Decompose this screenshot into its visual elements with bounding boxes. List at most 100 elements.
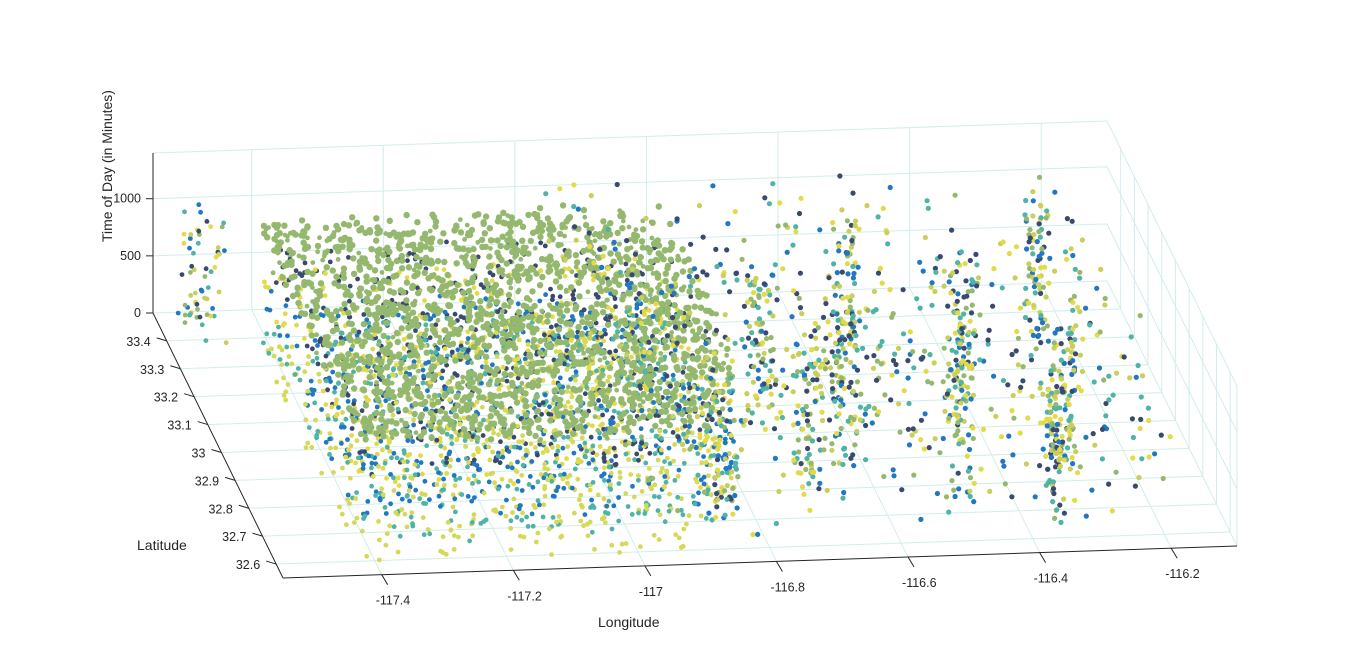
data-point [708,404,715,412]
data-point [504,378,510,384]
data-point [616,255,624,262]
data-point [655,361,661,366]
data-point [418,419,424,425]
data-point [495,309,501,315]
data-point [893,361,899,368]
data-point [848,359,854,366]
data-point [500,504,505,510]
data-point [602,355,608,361]
data-point [1064,445,1071,451]
data-point [421,373,426,379]
data-point [273,224,280,231]
data-point [576,497,582,503]
data-point [508,461,514,467]
data-point [1013,348,1019,354]
data-point [819,409,825,415]
data-point [713,327,720,333]
data-point [488,246,493,251]
data-point [289,361,295,367]
data-point [676,403,682,409]
data-point [384,380,392,387]
data-point [367,333,374,341]
data-point [683,304,690,312]
data-point [610,336,616,342]
data-point [554,456,560,462]
data-point [420,515,426,520]
data-point [427,335,433,341]
data-point [508,547,514,552]
data-point [425,388,430,394]
data-point [680,369,686,375]
data-point [694,287,701,295]
data-point [353,460,358,466]
data-point [508,214,515,221]
data-point [440,550,446,555]
data-point [283,397,289,403]
data-point [1114,370,1120,376]
data-point [376,425,383,432]
data-point [633,365,640,372]
data-point [434,482,440,487]
data-point [501,421,508,428]
data-point [751,290,757,296]
data-point [349,214,356,221]
data-point [522,356,528,362]
data-point [662,388,670,396]
data-point [404,428,411,435]
data-point [1072,266,1078,272]
data-point [978,466,984,472]
data-point [949,463,956,469]
data-point [468,420,476,427]
data-point [423,349,430,356]
data-point [636,395,643,402]
data-point [558,388,566,395]
data-point [405,453,411,459]
data-point [327,431,333,436]
data-point [332,389,337,395]
data-point [465,329,471,335]
data-point [454,281,461,289]
data-point [338,424,344,430]
data-point [557,283,564,290]
data-point [339,243,346,250]
data-point [487,270,493,276]
data-point [603,331,608,337]
data-point [805,422,812,428]
data-point [583,325,588,331]
data-point [829,447,835,453]
data-point [519,237,526,244]
data-point [600,412,605,418]
data-point [1069,422,1075,428]
data-point [847,304,853,310]
data-point [741,303,748,309]
data-point [372,298,379,305]
data-point [486,301,493,309]
data-point [940,379,946,385]
data-point [1036,174,1043,180]
data-point [293,268,299,274]
data-point [732,492,738,499]
data-point [1010,452,1016,458]
data-point [613,304,618,310]
data-point [1050,427,1056,433]
data-point [378,416,385,423]
data-point [331,470,336,475]
data-point [596,415,602,420]
data-point [670,430,676,435]
data-point [804,388,810,394]
data-point [1038,290,1044,296]
data-point [1031,302,1037,308]
data-point [618,362,626,370]
data-point [488,420,495,427]
data-point [340,265,348,272]
data-point [537,219,544,227]
data-point [538,268,544,274]
data-point [767,368,773,374]
data-point [285,237,290,243]
data-point [486,225,493,232]
data-point [509,341,517,348]
data-point [273,280,279,285]
data-point [1050,479,1056,485]
data-point [591,336,597,342]
data-point [546,220,554,227]
